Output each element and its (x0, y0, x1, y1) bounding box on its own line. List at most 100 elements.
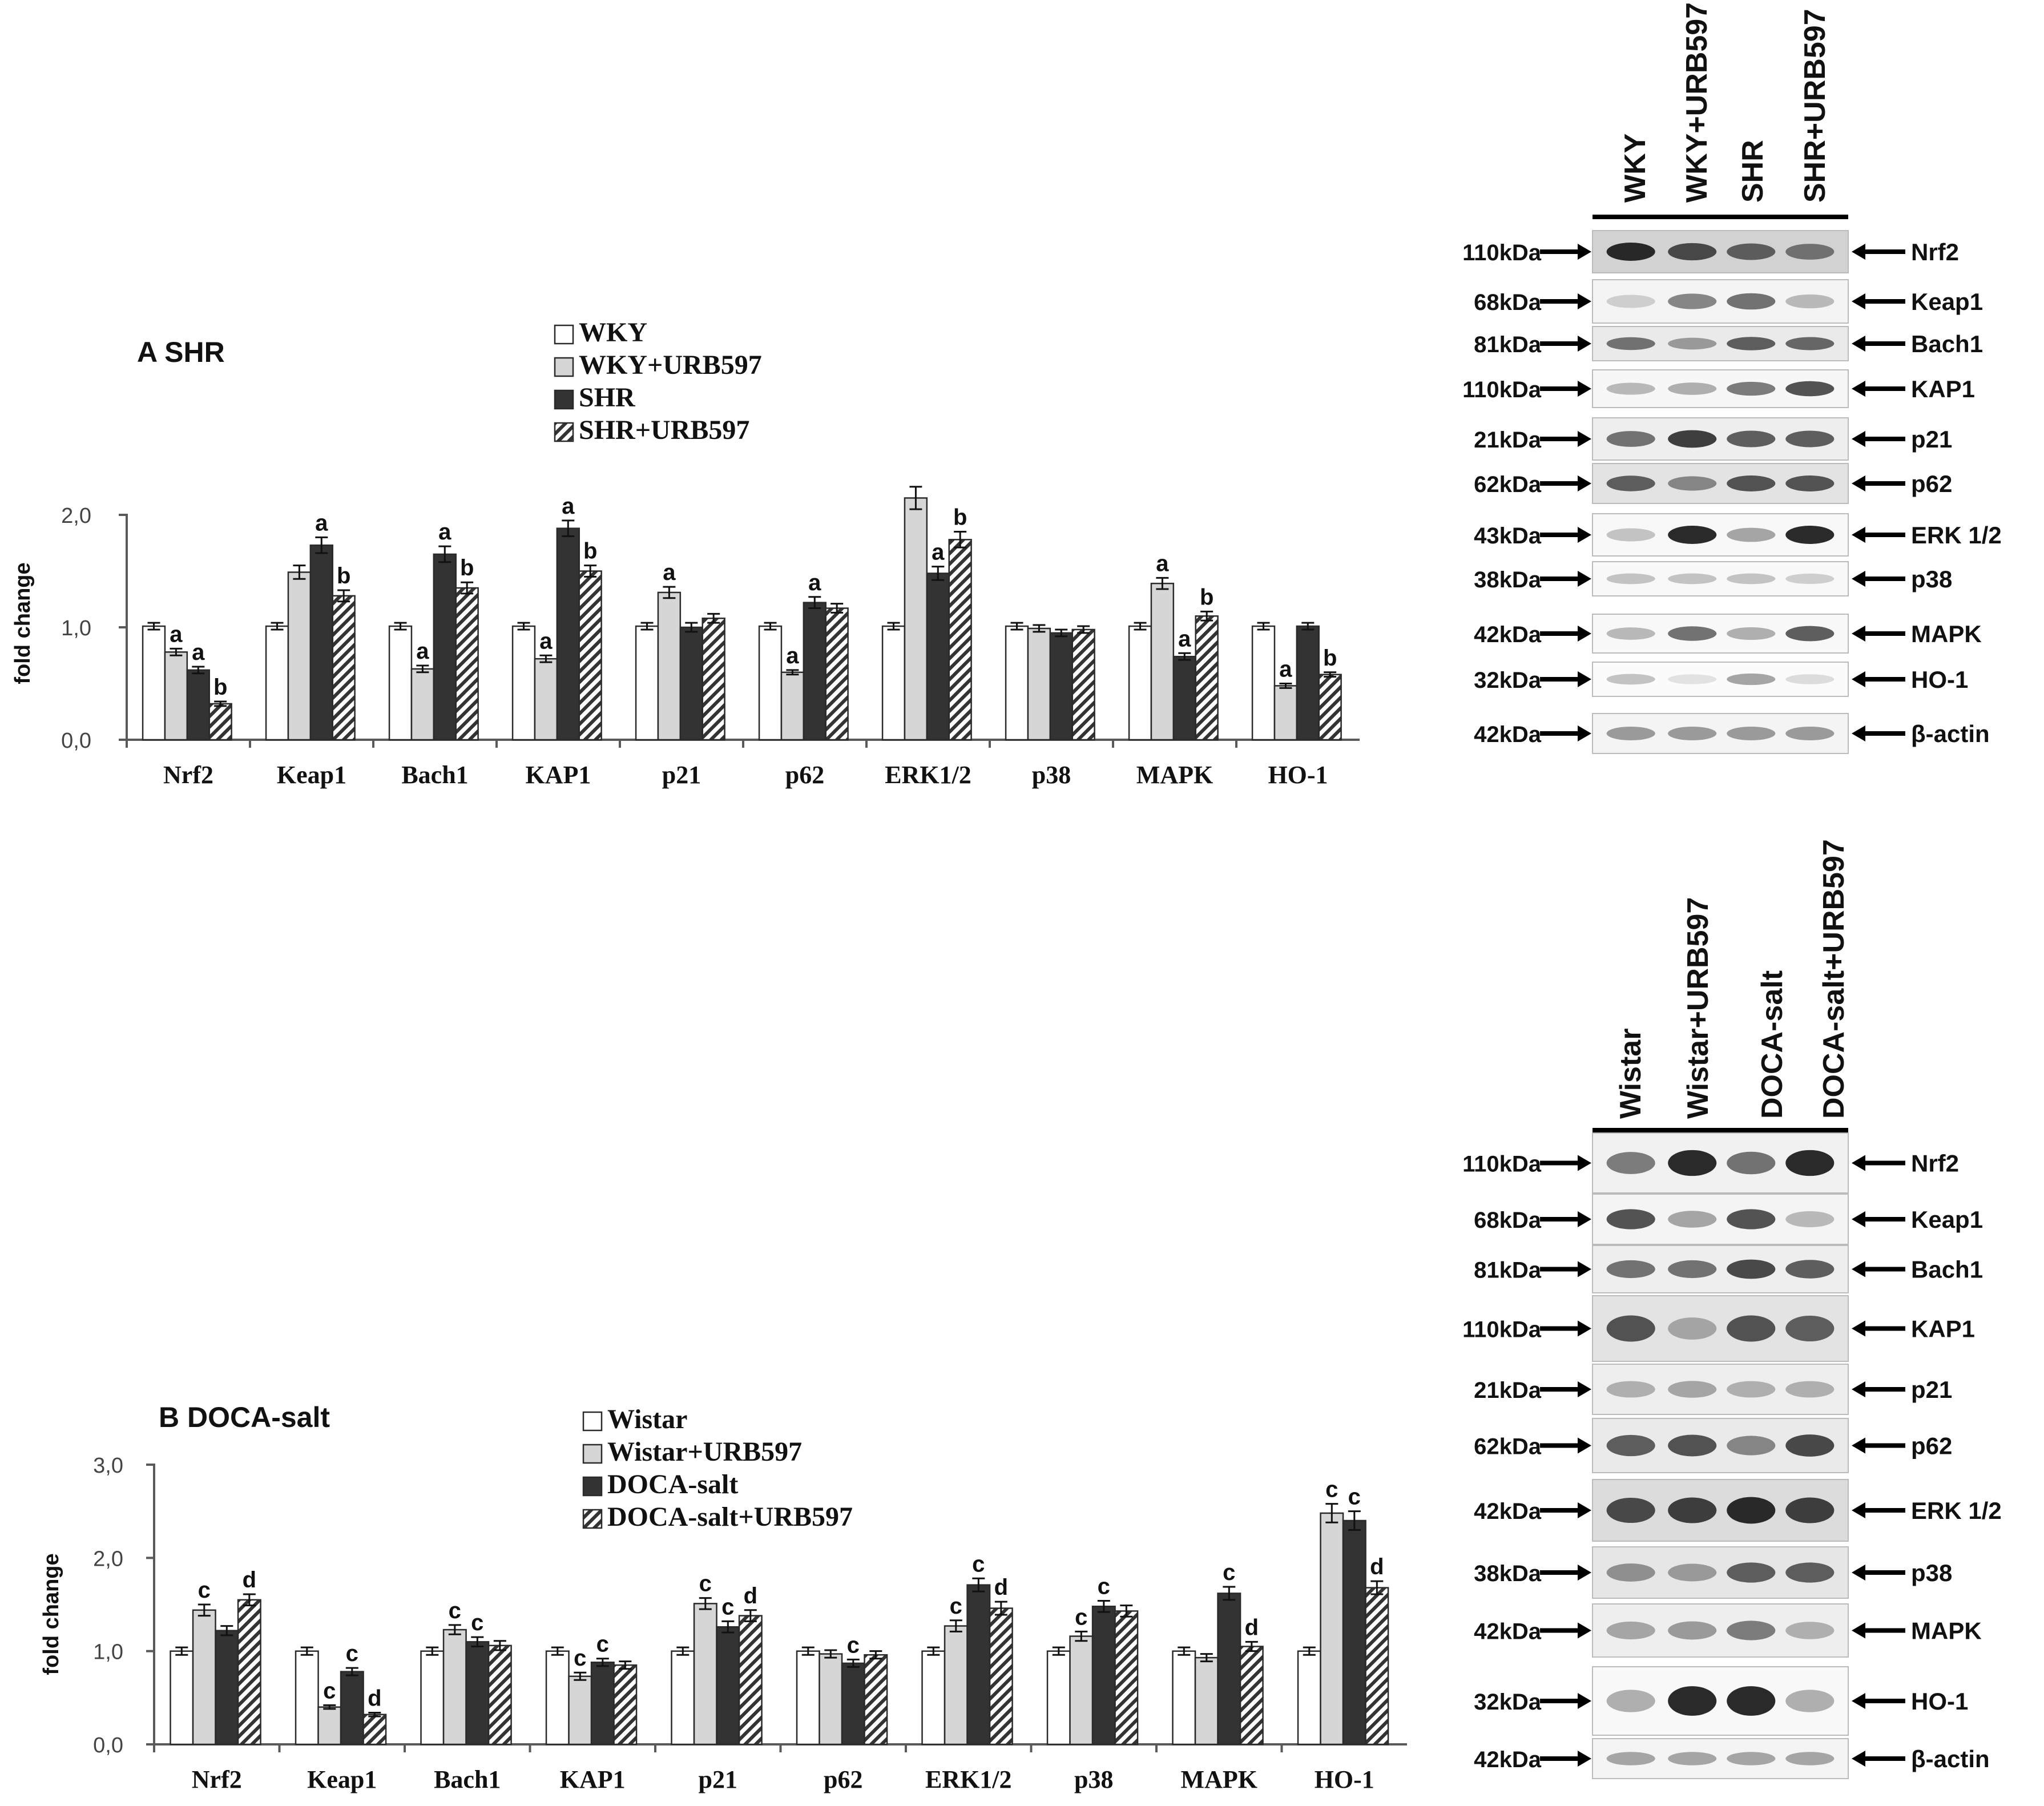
y-tick-label: 1,0 (93, 1640, 123, 1664)
blot-band-mapk-doca-salt-urb597 (1785, 1622, 1835, 1639)
significance-label: c (950, 1594, 962, 1619)
blot-band-actin-wistar-urb597 (1668, 1752, 1717, 1765)
protein-label-p21: p21 (1911, 1376, 1952, 1403)
x-tick-label-p21: p21 (662, 761, 701, 789)
bar-doca-salt-p38 (1091, 1606, 1116, 1745)
legend-swatch-wistar-urb597 (582, 1444, 603, 1464)
bar-wistar-p21 (671, 1650, 695, 1745)
protein-arrow-head (1852, 1155, 1865, 1171)
bar-doca-salt-nrf2 (215, 1630, 239, 1745)
lane-label-wky: WKY (1619, 134, 1652, 203)
blot-band-actin-shr (1727, 726, 1776, 741)
protein-label-p21: p21 (1911, 426, 1952, 453)
blot-band-kap1-shr (1727, 381, 1776, 396)
mw-marker-label: 21kDa (1474, 1378, 1542, 1403)
blot-band-p21-shr (1727, 430, 1776, 448)
bar-wky-urb597-ho-1 (1273, 685, 1298, 741)
protein-label-p38: p38 (1911, 1559, 1952, 1586)
x-tick-label-nrf2: Nrf2 (192, 1765, 242, 1793)
mw-marker-label: 110kDa (1462, 240, 1542, 265)
protein-arrow-head (1852, 1565, 1865, 1581)
mw-arrow-head (1578, 381, 1591, 397)
mw-marker-label: 110kDa (1462, 377, 1542, 402)
bar-doca-salt-erk1-2 (966, 1584, 991, 1745)
protein-label-keap1: Keap1 (1911, 1206, 1983, 1233)
legend-swatch-shr (554, 389, 574, 410)
blot-band-bach1-shr (1727, 337, 1776, 350)
bar-wky-urb597-p38 (1027, 627, 1051, 741)
mw-arrow-head (1578, 1320, 1591, 1337)
blot-band-ho-1-wistar-urb597 (1668, 1686, 1717, 1716)
mw-marker-label: 42kDa (1474, 1499, 1542, 1524)
mw-arrow-head (1578, 725, 1591, 741)
blot-band-nrf2-doca-salt (1727, 1151, 1776, 1175)
legend-label-wky-urb597: WKY+URB597 (579, 350, 762, 380)
bar-wky-p62 (758, 625, 783, 741)
bar-doca-salt-urb597-bach1 (487, 1644, 512, 1745)
protein-arrow-head (1852, 1381, 1865, 1397)
bar-wistar-urb597-p62 (819, 1653, 843, 1745)
significance-label: c (972, 1551, 985, 1577)
bar-wky-urb597-p62 (780, 671, 805, 741)
protein-label-p62: p62 (1911, 470, 1952, 497)
bar-wky-urb597-keap1 (287, 571, 312, 741)
bar-wky-p38 (1005, 625, 1029, 741)
protein-label-bach1: Bach1 (1911, 1256, 1983, 1283)
mw-arrow-head (1578, 293, 1591, 309)
blot-band-keap1-shr-urb597 (1785, 294, 1835, 309)
mw-marker-label: 110kDa (1462, 1152, 1542, 1177)
bar-wky-nrf2 (142, 625, 166, 741)
legend-swatch-wky (554, 324, 574, 345)
bar-doca-salt-mapk (1217, 1593, 1241, 1745)
x-tick-label-kap1: KAP1 (526, 761, 591, 789)
blot-band-ho-1-shr (1727, 673, 1776, 686)
blot-band-p38-doca-salt (1727, 1562, 1776, 1583)
blot-band-mapk-wistar (1606, 1621, 1655, 1640)
bar-doca-salt-p62 (841, 1662, 865, 1745)
blot-band-mapk-doca-salt (1727, 1620, 1776, 1640)
significance-label: c (323, 1678, 336, 1703)
protein-label-ho-1: HO-1 (1911, 666, 1968, 693)
western-blot-panel-a: WKY WKY+URB597 SHR SHR+URB597 110kDa Nrf2 68kD… (1462, 2, 2002, 754)
blot-band-keap1-doca-salt (1727, 1209, 1776, 1229)
bar-wistar-urb597-nrf2 (192, 1609, 216, 1745)
protein-label-ho-1: HO-1 (1911, 1688, 1968, 1715)
mw-marker-label: 42kDa (1474, 1747, 1542, 1772)
significance-label: d (243, 1567, 256, 1593)
significance-label: c (847, 1632, 860, 1658)
mw-marker-label: 62kDa (1474, 1434, 1542, 1460)
blot-band-bach1-doca-salt (1727, 1259, 1776, 1279)
blot-band-p38-wky-urb597 (1668, 573, 1717, 584)
protein-arrow-head (1852, 244, 1865, 260)
protein-arrow-head (1852, 475, 1865, 491)
blot-band-erk-1-2-doca-salt (1727, 1497, 1776, 1524)
mw-arrow-head (1578, 1155, 1591, 1171)
mw-marker-label: 32kDa (1474, 668, 1542, 693)
y-tick-label: 2,0 (61, 504, 91, 528)
significance-label: a (663, 560, 676, 585)
blot-band-p21-wky (1606, 431, 1655, 447)
bar-wistar-keap1 (295, 1650, 319, 1745)
lane-label-wky-urb597: WKY+URB597 (1680, 2, 1714, 203)
bar-doca-salt-urb597-p62 (864, 1654, 888, 1745)
bar-shr-bach1 (433, 553, 457, 741)
blot-band-kap1-doca-salt (1727, 1315, 1776, 1342)
bar-shr-urb597-mapk (1195, 615, 1219, 741)
protein-label-nrf2: Nrf2 (1911, 1150, 1959, 1177)
protein-label-mapk: MAPK (1911, 620, 1982, 647)
blot-band-p38-doca-salt-urb597 (1785, 1562, 1835, 1583)
significance-label: d (744, 1583, 757, 1609)
blot-band-p62-shr-urb597 (1785, 475, 1835, 491)
chart-title: A SHR (137, 336, 225, 368)
blot-band-bach1-shr-urb597 (1785, 337, 1835, 350)
protein-label-actin: β-actin (1911, 720, 1990, 747)
bar-shr-ho-1 (1296, 625, 1320, 741)
blot-band-kap1-wistar (1606, 1315, 1655, 1342)
protein-label-kap1: KAP1 (1911, 1316, 1975, 1343)
x-tick-label-ho-1: HO-1 (1268, 761, 1328, 789)
blot-band-bach1-wky (1606, 337, 1655, 350)
blot-band-keap1-wistar-urb597 (1668, 1211, 1717, 1228)
blot-band-nrf2-wistar (1606, 1152, 1655, 1174)
significance-label: b (460, 555, 474, 580)
legend-label-shr: SHR (579, 382, 636, 413)
